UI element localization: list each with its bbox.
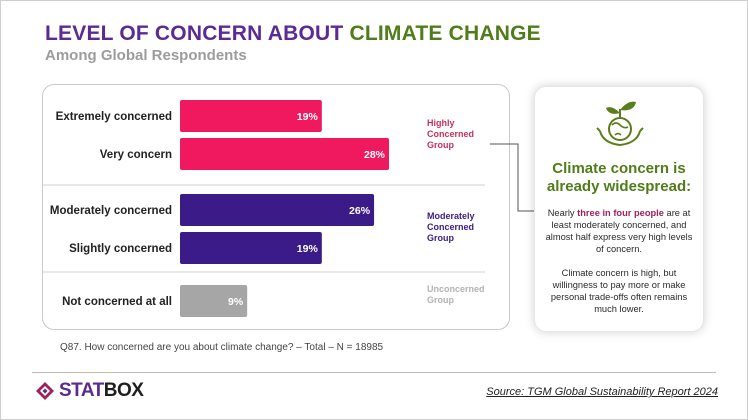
card-text-1-highlight: three in four people (577, 208, 664, 218)
group-label: Unconcerned (427, 284, 485, 294)
group-label: Group (427, 295, 454, 305)
bar-3 (180, 194, 375, 226)
category-label: Not concerned at all (62, 296, 172, 308)
category-label: Very concern (100, 149, 172, 161)
category-label: Extremely concerned (56, 111, 172, 123)
value-label: 19% (297, 243, 319, 255)
value-label: 28% (364, 149, 386, 161)
group-label: Group (427, 140, 454, 150)
group-label: Highly (427, 118, 455, 128)
survey-question: Q87. How concerned are you about climate… (60, 342, 384, 353)
insight-card: Climate concern is already widespread: N… (534, 86, 704, 332)
footer-divider (32, 372, 716, 373)
value-label: 9% (228, 296, 244, 308)
page-subtitle: Among Global Respondents (45, 47, 247, 64)
statbox-diamond-icon (36, 382, 54, 400)
plant-globe-icon (596, 101, 644, 147)
card-text-1-before: Nearly (547, 208, 578, 218)
title-part-1: LEVEL OF CONCERN ABOUT (45, 22, 344, 45)
group-label: Concerned (427, 129, 474, 139)
value-label: 26% (349, 205, 371, 217)
bar-4 (180, 232, 322, 264)
group-label: Group (427, 233, 454, 243)
brand-part-1: STAT (59, 380, 104, 401)
title-part-2: CLIMATE CHANGE (349, 22, 541, 45)
group-label: Concerned (427, 222, 474, 232)
bar-2 (180, 138, 389, 170)
statbox-logo: STATBOX (35, 380, 144, 402)
card-headline: Climate concern is already widespread: (546, 160, 692, 195)
value-label: 19% (297, 111, 319, 123)
brand-name: STATBOX (59, 380, 144, 402)
source-link[interactable]: Source: TGM Global Sustainability Report… (486, 386, 718, 398)
brand-part-2: BOX (103, 380, 144, 401)
card-paragraph-2: Climate concern is high, but willingness… (550, 268, 688, 314)
concern-bar-chart: Extremely concerned 19% Very concern 28% Mod… (42, 100, 485, 317)
category-label: Slightly concerned (69, 243, 172, 255)
bar-1 (180, 100, 322, 132)
card-text-1-after: are at least moderately concerned, and a… (545, 208, 693, 254)
bar-5 (180, 285, 248, 317)
category-label: Moderately concerned (50, 205, 172, 217)
page-title: LEVEL OF CONCERN ABOUT CLIMATE CHANGE (45, 22, 541, 46)
card-paragraph-1: Nearly three in four people are at least… (545, 207, 693, 255)
group-label: Moderately (427, 211, 475, 221)
